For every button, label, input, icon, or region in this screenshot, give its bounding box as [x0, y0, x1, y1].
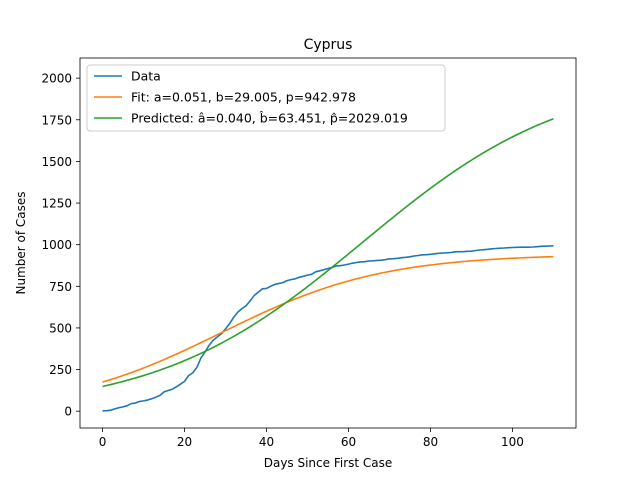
- series-line-1: [102, 255, 554, 383]
- y-tick-label: 1000: [41, 238, 72, 252]
- legend-box: [86, 64, 446, 132]
- chart-title: Cyprus: [304, 37, 353, 53]
- y-tick-label: 2000: [41, 72, 72, 86]
- x-tick-label: 60: [341, 435, 356, 449]
- plot-area: [102, 118, 554, 412]
- x-axis-label: Days Since First Case: [264, 456, 393, 470]
- x-tick-label: 20: [177, 435, 192, 449]
- y-tick-label: 250: [49, 363, 72, 377]
- y-tick-label: 1500: [41, 155, 72, 169]
- y-axis-label: Number of Cases: [14, 191, 28, 294]
- series-line-2: [102, 118, 554, 388]
- x-tick-label: 80: [423, 435, 438, 449]
- x-tick-label: 0: [99, 435, 107, 449]
- plot-frame: [79, 57, 577, 429]
- legend-label-1: Fit: a=0.051, b=29.005, p=942.978: [131, 90, 356, 105]
- series-line-0: [102, 245, 554, 412]
- axis-ticks: 0 20 40 60 80 1000250500750100012501500175020…: [41, 72, 523, 449]
- x-tick-label: 40: [259, 435, 274, 449]
- legend: Data Fit: a=0.051, b=29.005, p=942.978 Pre…: [86, 64, 446, 132]
- y-tick-label: 1750: [41, 113, 72, 127]
- y-tick-label: 500: [49, 321, 72, 335]
- legend-label-0: Data: [131, 69, 161, 84]
- y-tick-label: 1250: [41, 197, 72, 211]
- y-tick-label: 0: [64, 405, 72, 419]
- x-tick-label: 100: [501, 435, 524, 449]
- legend-label-2: Predicted: â=0.040, b̂=63.451, p̂=2029.0…: [131, 111, 408, 126]
- y-tick-label: 750: [49, 280, 72, 294]
